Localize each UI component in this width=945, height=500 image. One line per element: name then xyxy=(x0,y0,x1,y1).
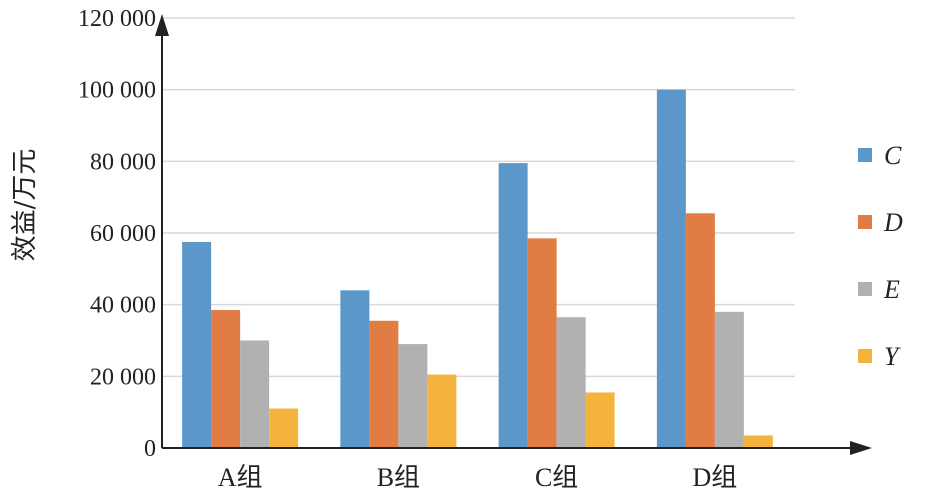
y-tick-label: 80 000 xyxy=(90,149,156,175)
y-axis-title: 效益/万元 xyxy=(10,149,40,262)
bar-d xyxy=(685,213,715,448)
y-axis-arrow xyxy=(155,14,169,36)
x-axis-arrow xyxy=(850,441,872,455)
y-tick-label: 40 000 xyxy=(90,293,156,319)
y-tick-labels: 0 20 000 40 000 60 000 80 000 100 000 120 000 xyxy=(78,6,156,462)
bar-c xyxy=(498,163,528,448)
bar-e xyxy=(714,311,744,448)
bar-y xyxy=(585,392,615,448)
bar-d xyxy=(211,310,241,448)
bar-y xyxy=(269,408,299,448)
bar-d xyxy=(369,320,399,448)
x-category-label: A组 xyxy=(218,463,263,492)
legend-swatch-c xyxy=(858,148,872,162)
legend-swatch-e xyxy=(858,282,872,296)
x-category-labels: A组 B组 C组 D组 xyxy=(218,463,738,492)
x-category-label: C组 xyxy=(535,463,578,492)
bars xyxy=(182,89,773,449)
legend-swatch-y xyxy=(858,349,872,363)
bar-c xyxy=(182,241,212,448)
bar-e xyxy=(240,340,270,448)
bar-e xyxy=(398,344,428,448)
bar-d xyxy=(527,238,557,448)
legend-label: E xyxy=(883,275,900,304)
y-tick-label: 120 000 xyxy=(78,6,156,32)
x-category-label: D组 xyxy=(692,463,737,492)
legend-label: C xyxy=(884,141,902,170)
bar-e xyxy=(556,317,586,448)
legend: C D E Y xyxy=(858,141,903,371)
bar-y xyxy=(743,435,773,448)
bar-y xyxy=(427,374,457,448)
y-tick-label: 0 xyxy=(144,436,156,462)
y-tick-label: 60 000 xyxy=(90,221,156,247)
y-tick-label: 100 000 xyxy=(78,78,156,104)
y-tick-label: 20 000 xyxy=(90,364,156,390)
bar-c xyxy=(340,290,370,448)
legend-swatch-d xyxy=(858,215,872,229)
legend-label: Y xyxy=(884,342,901,371)
axes xyxy=(155,14,872,455)
x-category-label: B组 xyxy=(377,463,420,492)
legend-label: D xyxy=(883,208,903,237)
bar-c xyxy=(656,89,686,449)
